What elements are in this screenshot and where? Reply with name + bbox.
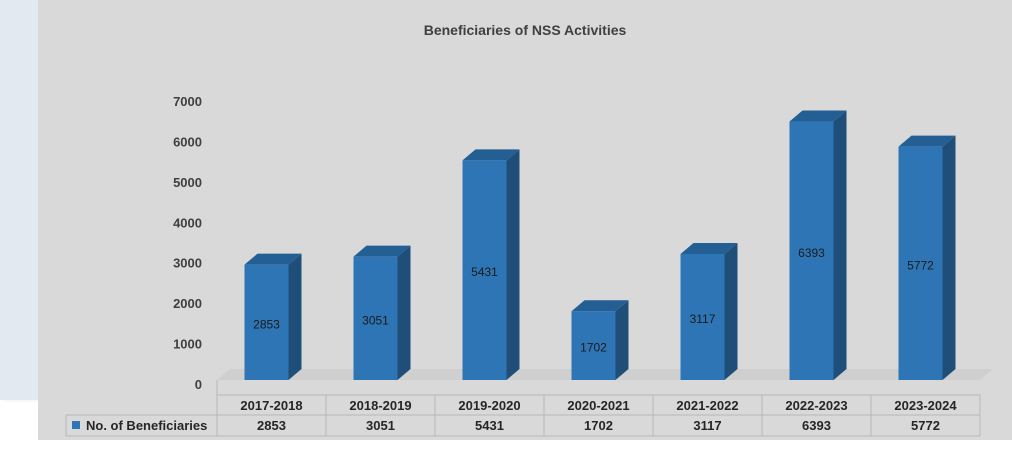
bar-data-label: 2853 xyxy=(253,317,280,331)
x-category-label: 2017-2018 xyxy=(240,398,302,413)
bar-top xyxy=(571,300,629,312)
legend-series-name: No. of Beneficiaries xyxy=(86,418,207,433)
y-tick-label: 7000 xyxy=(173,94,202,109)
bar-top xyxy=(898,135,956,147)
x-category-label: 2018-2019 xyxy=(349,398,411,413)
y-tick-label: 1000 xyxy=(173,337,202,352)
y-tick-label: 4000 xyxy=(173,215,202,230)
chart-svg: 0 1000 2000 3000 4000 5000 6000 7000 2853 3051 543… xyxy=(65,94,981,437)
chart-title: Beneficiaries of NSS Activities xyxy=(423,22,627,38)
y-tick-label: 0 xyxy=(195,377,202,392)
bar-top xyxy=(462,149,520,161)
y-tick-label: 5000 xyxy=(173,175,202,190)
table-value-cell: 1702 xyxy=(584,418,613,433)
bar-top xyxy=(789,110,847,122)
y-tick-label: 3000 xyxy=(173,256,202,271)
bar-side xyxy=(724,242,738,380)
legend-key xyxy=(72,421,80,429)
bar-side xyxy=(288,253,302,380)
table-value-cell: 3051 xyxy=(366,418,395,433)
x-category-label: 2021-2022 xyxy=(676,398,738,413)
bar xyxy=(898,146,943,380)
y-tick-label: 6000 xyxy=(173,134,202,149)
table-value-cell: 2853 xyxy=(257,418,286,433)
bottom-strip xyxy=(0,440,1012,454)
x-category-label: 2022-2023 xyxy=(785,398,847,413)
bar-top xyxy=(353,245,411,257)
table-value-cell: 6393 xyxy=(802,418,831,433)
bar-side xyxy=(397,245,411,380)
table-value-cell: 5772 xyxy=(911,418,940,433)
bar-side xyxy=(833,110,847,380)
bar-data-label: 5431 xyxy=(471,265,498,279)
bar-top xyxy=(244,253,302,265)
bar xyxy=(462,160,507,380)
bar-data-label: 3117 xyxy=(690,312,716,326)
bar xyxy=(244,264,289,380)
left-panel xyxy=(0,0,38,400)
bar-side xyxy=(942,135,956,380)
bar-data-label: 3051 xyxy=(362,313,389,327)
table-value-cell: 5431 xyxy=(475,418,504,433)
bar-data-label: 5772 xyxy=(907,258,934,272)
bar xyxy=(789,121,834,380)
bar-top xyxy=(680,242,738,254)
chart-area xyxy=(38,0,1012,440)
bar xyxy=(353,256,398,380)
bar-side xyxy=(615,300,629,380)
bar xyxy=(680,253,725,380)
bar-data-label: 1702 xyxy=(580,341,607,355)
bar-side xyxy=(506,149,520,380)
bar xyxy=(571,311,616,380)
y-tick-label: 2000 xyxy=(173,296,202,311)
x-category-label: 2020-2021 xyxy=(567,398,629,413)
table-value-cell: 3117 xyxy=(693,418,721,433)
bar-data-label: 6393 xyxy=(798,246,825,260)
x-category-label: 2019-2020 xyxy=(458,398,520,413)
x-category-label: 2023-2024 xyxy=(894,398,957,413)
